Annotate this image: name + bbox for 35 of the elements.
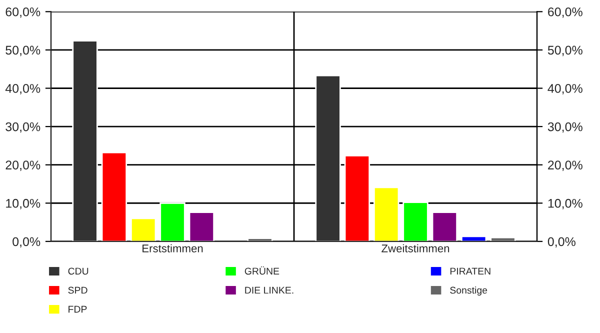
legend-label: CDU — [68, 268, 88, 275]
y2-tick-label: 40,0% — [548, 84, 582, 94]
y2-tick-label: 10,0% — [548, 198, 582, 210]
bar — [160, 202, 186, 242]
legend-label: FDP — [68, 306, 87, 313]
bar — [373, 186, 400, 242]
bar — [315, 74, 341, 242]
bar — [188, 212, 215, 242]
legend-label: Sonstige — [450, 286, 488, 296]
bar — [101, 152, 128, 242]
y2-tick-label: 0,0% — [548, 237, 576, 248]
bar — [344, 154, 370, 242]
legend-label: GRÜNE — [244, 266, 280, 275]
bar — [432, 212, 458, 242]
x-tick-label: Erststimmen — [142, 244, 203, 252]
x-tick-label: Zweitstimmen — [382, 244, 450, 252]
y-tick-label: 10,0% — [6, 198, 40, 210]
y-tick-label: 30,0% — [6, 122, 40, 133]
bar — [247, 238, 273, 242]
bar — [402, 202, 428, 242]
y2-tick-label: 60,0% — [548, 7, 582, 18]
bar — [72, 40, 98, 242]
legend-label: SPD — [68, 286, 88, 294]
y-tick-label: 0,0% — [12, 237, 40, 248]
y-tick-label: 20,0% — [6, 160, 40, 171]
y2-tick-label: 50,0% — [548, 46, 582, 56]
y2-tick-label: 20,0% — [548, 160, 582, 171]
y-tick-label: 50,0% — [6, 46, 40, 56]
y2-tick-label: 30,0% — [548, 122, 582, 133]
y-tick-label: 40,0% — [5, 84, 40, 94]
legend-label: PIRATEN — [450, 268, 490, 275]
legend-label: DIE LINKE. — [245, 286, 294, 294]
bar — [490, 236, 516, 242]
bar — [130, 218, 156, 242]
y-tick-label: 60,0% — [6, 7, 40, 18]
